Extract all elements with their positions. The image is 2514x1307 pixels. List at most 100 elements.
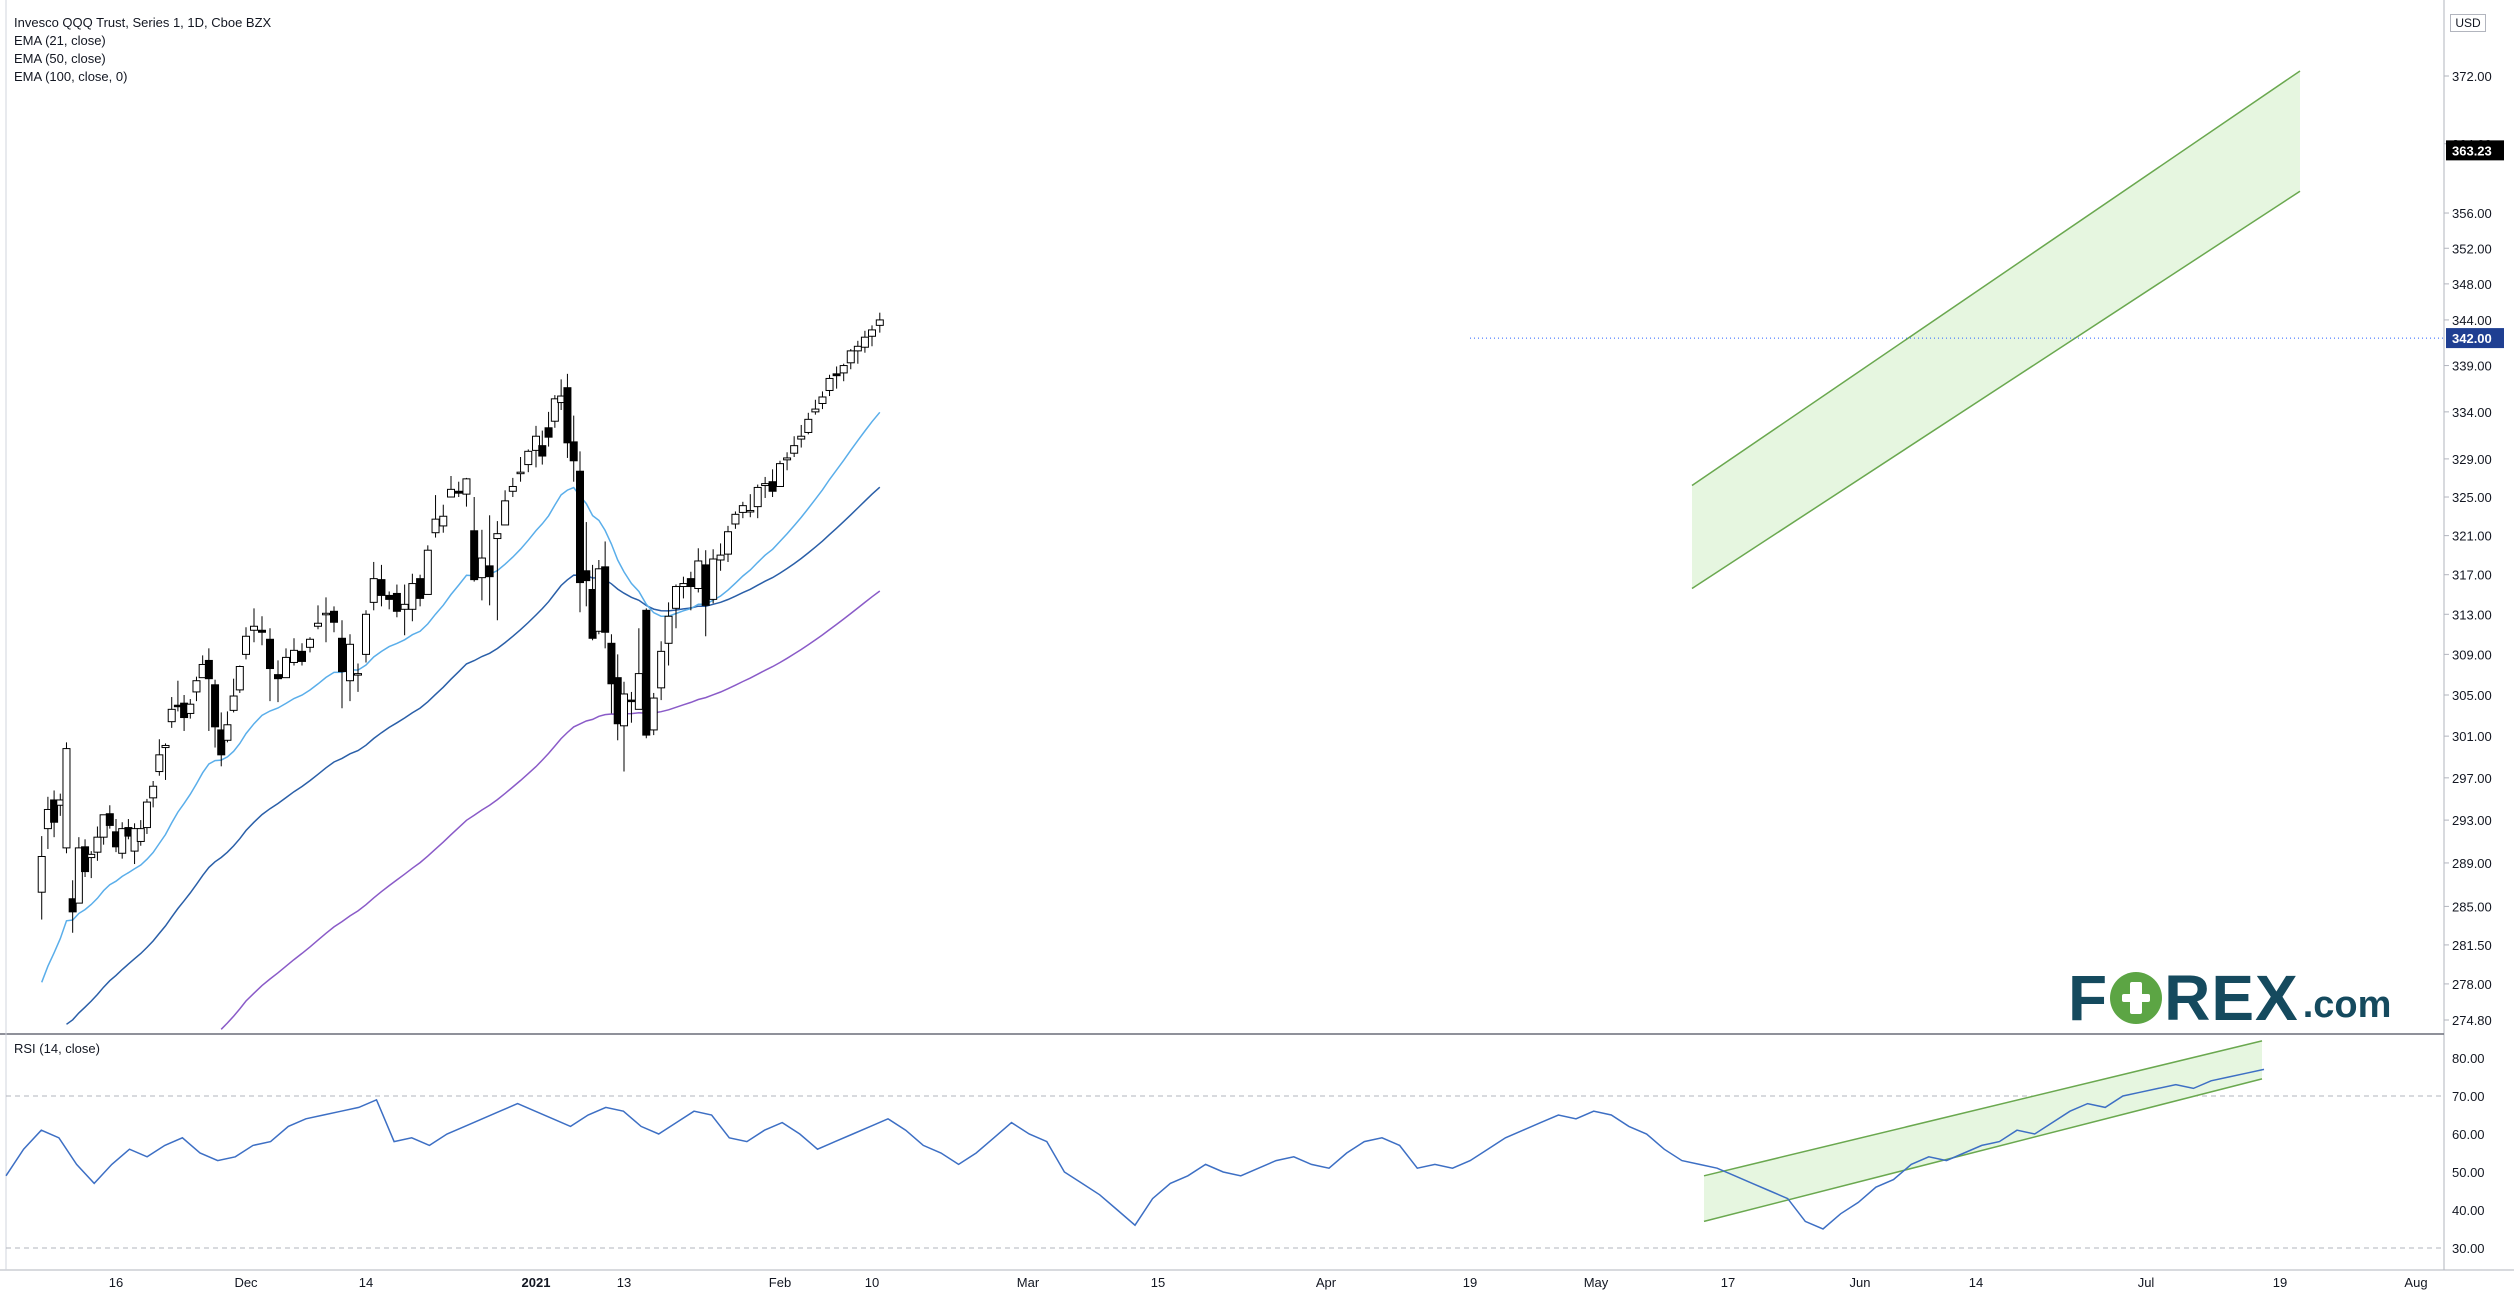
ema21-label: EMA (21, close) [14, 33, 106, 48]
x-tick-label-17: Aug [2404, 1275, 2427, 1290]
rsi-tick-label-2: 60.00 [2452, 1127, 2485, 1142]
candle-body-43 [322, 612, 330, 616]
price-tick-label-3: 352.00 [2452, 241, 2492, 256]
candle-body-116 [853, 345, 862, 352]
candle-body-55 [416, 578, 425, 599]
x-tick-label-13: Jun [1850, 1275, 1871, 1290]
candle-body-16 [136, 828, 145, 842]
candle-body-11 [105, 813, 114, 826]
rsi-tick-label-5: 30.00 [2452, 1241, 2485, 1256]
candle-body-118 [868, 329, 876, 337]
candle-body-31 [229, 695, 238, 711]
candle-body-44 [330, 610, 338, 623]
candle-body-86 [634, 673, 643, 710]
ema100-label: EMA (100, close, 0) [14, 69, 128, 84]
candle-body-28 [211, 684, 220, 728]
x-tick-label-2: 14 [359, 1275, 373, 1290]
candle-body-48 [362, 613, 370, 655]
ema50-line [66, 486, 881, 1025]
candle-body-112 [825, 377, 834, 391]
candle-body-57 [431, 518, 440, 534]
price-channel-lower [1691, 190, 2301, 590]
x-tick-label-5: Feb [769, 1275, 791, 1290]
candle-body-6 [74, 847, 83, 904]
candle-body-9 [93, 836, 102, 853]
price-tick-label-8: 329.00 [2452, 452, 2492, 467]
candle-body-93 [686, 578, 695, 588]
price-tick-label-0: 372.00 [2452, 69, 2492, 84]
x-tick-label-4: 13 [617, 1275, 631, 1290]
candle-body-94 [694, 560, 703, 590]
candle-body-38 [282, 656, 290, 679]
candle-body-40 [298, 650, 306, 662]
candle-body-92 [679, 583, 688, 588]
candle-body-97 [716, 554, 725, 561]
candle-body-50 [377, 579, 386, 596]
candle-body-77 [576, 470, 584, 584]
price-tick-label-11: 317.00 [2452, 568, 2492, 583]
candle-body-32 [235, 666, 244, 691]
forex-logo: F REX .com [2068, 960, 2391, 1036]
candle-body-47 [354, 673, 362, 676]
rsi-tick-label-1: 70.00 [2452, 1089, 2485, 1104]
price-tick-label-13: 309.00 [2452, 647, 2492, 662]
ema100-line [220, 590, 881, 1030]
price-tick-label-14: 305.00 [2452, 688, 2492, 703]
candle-body-101 [746, 509, 755, 513]
x-tick-label-8: 15 [1151, 1275, 1165, 1290]
x-tick-label-6: 10 [865, 1275, 879, 1290]
candle-body-106 [783, 457, 792, 461]
x-tick-label-9: Apr [1316, 1275, 1337, 1290]
candle-body-27 [204, 659, 213, 680]
candle-body-70 [532, 435, 540, 451]
candle-body-21 [167, 708, 176, 723]
candle-body-63 [477, 557, 486, 579]
candle-body-68 [516, 471, 525, 475]
candle-body-66 [501, 500, 510, 526]
candle-body-58 [439, 515, 448, 527]
price-tick-label-18: 289.00 [2452, 856, 2492, 871]
candle-body-37 [274, 674, 282, 680]
price-tick-label-22: 274.80 [2452, 1013, 2492, 1028]
candle-body-7 [81, 846, 90, 873]
candle-body-17 [142, 801, 151, 829]
candle-body-75 [563, 387, 572, 444]
candle-body-71 [538, 445, 547, 457]
candle-body-34 [250, 625, 258, 631]
candle-body-115 [846, 350, 855, 364]
candle-body-109 [804, 418, 813, 433]
candle-body-59 [447, 488, 455, 498]
current-price-tag [2446, 140, 2504, 161]
rsi-tick-label-0: 80.00 [2452, 1051, 2485, 1066]
price-tick-label-12: 313.00 [2452, 607, 2492, 622]
candle-body-105 [776, 463, 784, 487]
chart-legend: Invesco QQQ Trust, Series 1, 1D, Cboe BZ… [14, 14, 271, 86]
candle-body-99 [731, 513, 740, 525]
candle-body-52 [392, 592, 401, 612]
candle-body-36 [266, 638, 274, 670]
x-tick-label-12: 17 [1721, 1275, 1735, 1290]
candle-body-29 [217, 729, 226, 756]
rsi-pane-label: RSI (14, close) [14, 1041, 100, 1056]
candle-body-13 [118, 828, 127, 854]
candle-body-19 [155, 754, 164, 773]
candle-body-53 [400, 603, 409, 610]
candle-body-100 [738, 505, 747, 513]
x-tick-label-14: 14 [1969, 1275, 1983, 1290]
price-tick-label-17: 293.00 [2452, 813, 2492, 828]
x-tick-label-3: 2021 [522, 1275, 551, 1290]
logo-text-rex: REX [2164, 962, 2299, 1034]
x-tick-label-7: Mar [1017, 1275, 1040, 1290]
symbol-title: Invesco QQQ Trust, Series 1, 1D, Cboe BZ… [14, 15, 272, 30]
candle-body-110 [811, 408, 820, 413]
candle-body-89 [657, 650, 666, 689]
candle-body-18 [149, 785, 158, 799]
candle-body-54 [408, 583, 417, 610]
candle-body-4 [62, 748, 71, 849]
candle-body-2 [50, 799, 59, 823]
x-tick-label-16: 19 [2273, 1275, 2287, 1290]
candle-body-90 [664, 615, 673, 644]
price-tick-label-9: 325.00 [2452, 490, 2492, 505]
currency-badge[interactable]: USD [2450, 14, 2486, 32]
